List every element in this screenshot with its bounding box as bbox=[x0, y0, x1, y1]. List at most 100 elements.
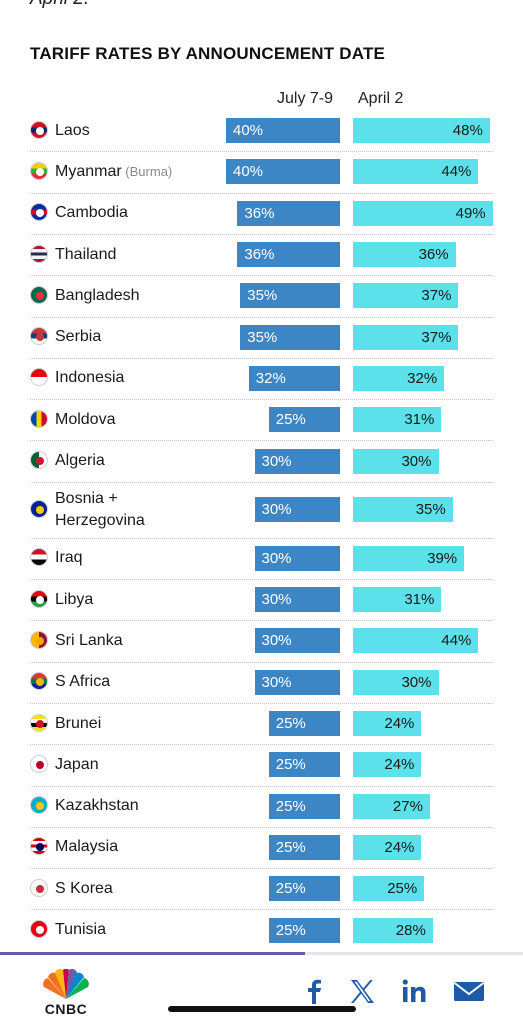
value-label-july: 35% bbox=[247, 328, 278, 346]
bar-april-malaysia bbox=[353, 834, 422, 860]
value-label-july: 30% bbox=[261, 591, 292, 609]
value-label-july: 30% bbox=[261, 452, 292, 470]
value-label-april: 35% bbox=[415, 501, 446, 519]
bangladesh-flag-icon bbox=[30, 285, 48, 304]
value-label-april: 27% bbox=[392, 797, 423, 815]
iraq-flag-icon bbox=[30, 548, 48, 567]
bar-april-bosnia-herzegovina bbox=[353, 497, 453, 523]
bar-july-kazakhstan bbox=[268, 793, 340, 819]
bar-july-cambodia bbox=[237, 200, 340, 226]
bosnia-flag-icon bbox=[30, 499, 48, 518]
value-label-july: 25% bbox=[275, 838, 306, 856]
laos-flag-icon bbox=[30, 120, 48, 139]
country-label-algeria: Algeria bbox=[55, 452, 105, 470]
row-separator bbox=[30, 233, 493, 235]
value-label-april: 32% bbox=[407, 369, 438, 387]
row-separator bbox=[30, 785, 493, 787]
logo-text: CNBC bbox=[44, 1001, 88, 1017]
intro-text: April 2. bbox=[30, 0, 89, 10]
bar-april-japan bbox=[353, 752, 422, 778]
row-separator bbox=[30, 440, 493, 442]
cnbc-logo[interactable]: CNBC bbox=[38, 968, 94, 1017]
value-label-july: 30% bbox=[261, 549, 292, 567]
row-separator bbox=[30, 316, 493, 318]
bar-july-iraq bbox=[254, 545, 340, 571]
bar-april-sri-lanka bbox=[353, 628, 479, 654]
row-separator bbox=[30, 357, 493, 359]
value-label-july: 35% bbox=[247, 287, 278, 305]
bar-july-myanmar bbox=[226, 159, 340, 185]
value-label-july: 25% bbox=[275, 756, 306, 774]
bar-april-tunisia bbox=[353, 917, 433, 943]
bar-april-brunei bbox=[353, 711, 422, 737]
bar-april-bangladesh bbox=[353, 283, 459, 309]
row-separator bbox=[30, 702, 493, 704]
bar-july-tunisia bbox=[268, 917, 340, 943]
bar-july-bosnia-herzegovina bbox=[254, 497, 340, 523]
bar-april-myanmar bbox=[353, 159, 479, 185]
bar-april-thailand bbox=[353, 242, 456, 268]
country-note: (Burma) bbox=[121, 163, 173, 179]
bar-july-algeria bbox=[254, 448, 340, 474]
bar-april-cambodia bbox=[353, 200, 493, 226]
bar-april-libya bbox=[353, 587, 442, 613]
value-label-april: 44% bbox=[441, 632, 472, 650]
value-label-april: 24% bbox=[384, 756, 415, 774]
sri-lanka-flag-icon bbox=[30, 630, 48, 649]
country-label-laos: Laos bbox=[55, 121, 90, 139]
mail-icon[interactable] bbox=[452, 977, 486, 1005]
scroll-progress-fill bbox=[0, 952, 305, 955]
south-korea-flag-icon bbox=[30, 878, 48, 897]
linkedin-icon[interactable] bbox=[398, 977, 432, 1005]
country-label-thailand: Thailand bbox=[55, 245, 117, 263]
value-label-july: 30% bbox=[261, 632, 292, 650]
bar-april-moldova bbox=[353, 407, 442, 433]
row-separator bbox=[30, 744, 493, 746]
value-label-april: 30% bbox=[401, 452, 432, 470]
value-label-april: 36% bbox=[418, 246, 449, 264]
facebook-icon[interactable] bbox=[297, 977, 331, 1005]
country-label-indonesia: Indonesia bbox=[55, 369, 125, 387]
country-label-japan: Japan bbox=[55, 755, 99, 773]
country-label-cambodia: Cambodia bbox=[55, 204, 128, 222]
brunei-flag-icon bbox=[30, 713, 48, 732]
bar-july-malaysia bbox=[268, 834, 340, 860]
row-separator bbox=[30, 868, 493, 870]
value-label-july: 36% bbox=[244, 204, 275, 222]
bar-april-laos bbox=[353, 118, 490, 144]
country-label-s-africa: S Africa bbox=[55, 673, 111, 691]
country-label-kazakhstan: Kazakhstan bbox=[55, 797, 139, 815]
home-indicator bbox=[168, 1006, 356, 1012]
value-label-july: 25% bbox=[275, 715, 306, 733]
value-label-april: 39% bbox=[427, 549, 458, 567]
column-header-july: July 7-9 bbox=[277, 90, 334, 107]
country-label-sri-lanka: Sri Lanka bbox=[55, 631, 123, 649]
row-separator bbox=[30, 192, 493, 194]
row-separator bbox=[30, 909, 493, 911]
bar-july-thailand bbox=[237, 242, 340, 268]
bar-july-laos bbox=[226, 118, 340, 144]
value-label-april: 31% bbox=[404, 591, 435, 609]
malaysia-flag-icon bbox=[30, 837, 48, 856]
value-label-july: 40% bbox=[233, 122, 264, 140]
bar-july-moldova bbox=[268, 407, 340, 433]
serbia-flag-icon bbox=[30, 327, 48, 346]
row-separator bbox=[30, 579, 493, 580]
row-separator bbox=[30, 481, 493, 483]
bar-july-brunei bbox=[268, 711, 340, 737]
row-separator bbox=[30, 620, 493, 622]
row-separator bbox=[30, 661, 493, 663]
country-label-bosnia-herzegovina: Bosnia + Herzegovina bbox=[55, 489, 145, 529]
row-separator bbox=[30, 826, 493, 828]
bar-july-indonesia bbox=[248, 365, 340, 391]
peacock-icon bbox=[43, 968, 89, 999]
cambodia-flag-icon bbox=[30, 203, 48, 222]
chart-title: TARIFF RATES BY ANNOUNCEMENT DATE bbox=[30, 44, 386, 63]
bar-july-serbia bbox=[240, 324, 340, 350]
thailand-flag-icon bbox=[30, 244, 48, 263]
algeria-flag-icon bbox=[30, 451, 48, 470]
bar-april-iraq bbox=[353, 545, 465, 571]
country-label-moldova: Moldova bbox=[55, 410, 116, 428]
x-icon[interactable] bbox=[345, 977, 379, 1005]
libya-flag-icon bbox=[30, 589, 48, 608]
